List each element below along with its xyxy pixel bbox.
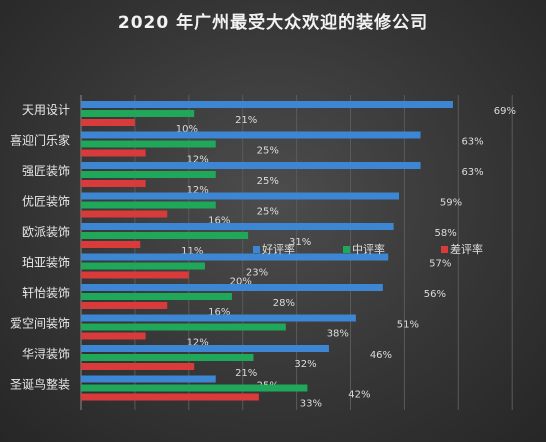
data-label: 11% xyxy=(181,246,203,257)
chart-title: 2020 年广州最受大众欢迎的装修公司 xyxy=(117,13,429,33)
bar xyxy=(81,223,394,230)
bar xyxy=(81,314,356,322)
data-label: 63% xyxy=(461,167,483,178)
data-label: 57% xyxy=(429,259,451,270)
category-label: 华浔装饰 xyxy=(22,347,70,361)
bar xyxy=(81,162,421,169)
category-label: 珀亚装饰 xyxy=(22,256,70,270)
data-label: 21% xyxy=(235,368,257,379)
data-label: 12% xyxy=(187,155,209,166)
legend-swatch xyxy=(253,246,260,253)
data-label: 21% xyxy=(235,115,257,126)
bar xyxy=(81,131,421,139)
data-label: 20% xyxy=(230,277,252,288)
bar xyxy=(81,210,168,218)
data-label: 23% xyxy=(246,268,268,279)
data-label: 32% xyxy=(294,359,316,370)
bar xyxy=(81,302,168,309)
data-label: 16% xyxy=(208,307,230,318)
bar xyxy=(81,171,216,178)
data-label: 31% xyxy=(289,237,311,248)
data-label: 12% xyxy=(187,185,209,196)
bar xyxy=(81,140,216,148)
data-label: 42% xyxy=(348,390,370,401)
legend-label: 差评率 xyxy=(450,242,483,256)
data-label: 12% xyxy=(187,338,209,349)
bar xyxy=(81,284,383,291)
data-label: 38% xyxy=(327,329,349,340)
category-label: 喜迎门乐家 xyxy=(10,133,70,148)
data-label: 16% xyxy=(208,216,230,227)
category-label: 欧派装饰 xyxy=(22,225,70,239)
data-label: 25% xyxy=(257,207,279,218)
data-label: 51% xyxy=(397,320,419,331)
bar xyxy=(81,354,254,361)
data-label: 69% xyxy=(494,106,516,117)
bar xyxy=(81,393,259,401)
bar xyxy=(81,293,232,300)
data-label: 33% xyxy=(300,399,322,410)
bar xyxy=(81,384,308,392)
category-label: 轩怡装饰 xyxy=(22,286,70,300)
data-label: 58% xyxy=(435,228,457,239)
data-label: 59% xyxy=(440,198,462,209)
bar xyxy=(81,241,141,248)
legend-swatch xyxy=(441,246,448,253)
bar xyxy=(81,345,329,352)
data-label: 25% xyxy=(257,176,279,187)
bar xyxy=(81,332,146,340)
data-label: 46% xyxy=(370,350,392,361)
bar xyxy=(81,149,146,157)
bar xyxy=(81,323,286,331)
legend-label: 好评率 xyxy=(262,242,295,256)
bar xyxy=(81,271,189,279)
category-label: 强匠装饰 xyxy=(22,164,70,178)
bar xyxy=(81,192,400,200)
bar xyxy=(81,110,195,117)
data-label: 28% xyxy=(273,298,295,309)
bar xyxy=(81,363,195,370)
bar xyxy=(81,375,216,383)
bar xyxy=(81,232,249,239)
legend-swatch xyxy=(343,246,350,253)
data-label: 25% xyxy=(257,146,279,157)
bar xyxy=(81,253,389,261)
category-label: 爱空间装饰 xyxy=(10,317,70,331)
bar xyxy=(81,262,205,270)
category-label: 圣诞鸟整装 xyxy=(10,377,70,392)
category-label: 天用设计 xyxy=(22,103,70,117)
bar xyxy=(81,119,135,126)
data-label: 56% xyxy=(424,289,446,300)
data-label: 10% xyxy=(176,124,198,135)
bar xyxy=(81,201,216,209)
data-label: 63% xyxy=(461,137,483,148)
category-label: 优匠装饰 xyxy=(22,195,70,209)
bar xyxy=(81,180,146,187)
legend-label: 中评率 xyxy=(352,242,385,256)
bar xyxy=(81,101,453,108)
